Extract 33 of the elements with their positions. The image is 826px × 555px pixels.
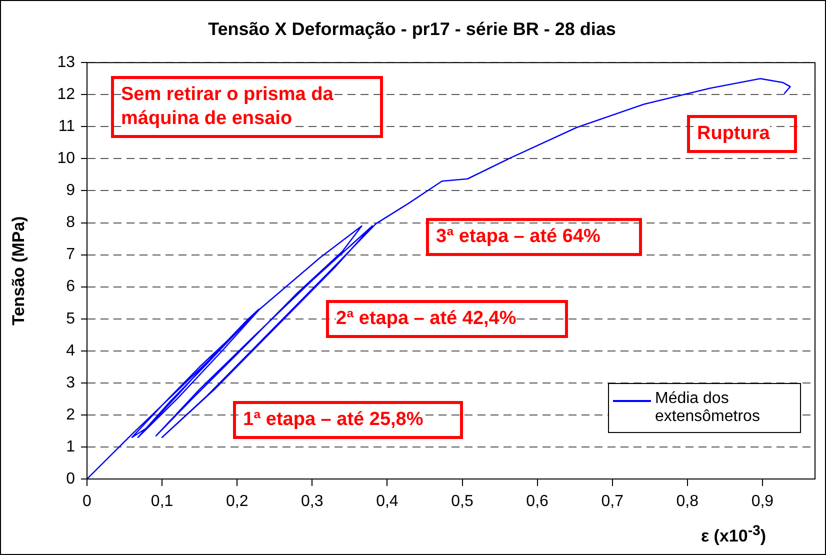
x-tick-label: 0 xyxy=(82,493,92,510)
y-tick-label: 12 xyxy=(57,86,76,104)
y-tick-label: 8 xyxy=(66,214,76,232)
y-tick-label: 2 xyxy=(66,406,76,424)
y-tick-label: 9 xyxy=(66,182,76,200)
y-axis-title: Tensão (MPa) xyxy=(8,216,28,326)
x-axis-title: ε (x10$^{-3}$) xyxy=(701,523,766,547)
annotation: 1ª etapa – até 25,8% xyxy=(243,409,424,430)
x-tick-label: 0,4 xyxy=(376,493,398,510)
x-tick-label: 0,6 xyxy=(526,493,549,510)
y-tick-label: 13 xyxy=(57,54,76,72)
annotation: 3ª etapa – até 64% xyxy=(436,226,600,247)
x-tick-label: 0,3 xyxy=(301,493,324,510)
x-tick-label: 0,7 xyxy=(601,493,624,510)
annotation: Sem retirar o prisma da máquina de ensaio xyxy=(121,84,334,129)
y-tick-label: 11 xyxy=(58,118,76,136)
x-tick-label: 0,2 xyxy=(226,493,248,510)
y-tick-label: 0 xyxy=(66,470,76,488)
annotation: Ruptura xyxy=(697,123,770,144)
y-tick-label: 7 xyxy=(66,246,76,264)
annotation: 2ª etapa – até 42,4% xyxy=(336,308,516,329)
legend-label: Média dos extensômetros xyxy=(655,390,761,426)
y-tick-label: 10 xyxy=(57,150,76,168)
chart-title: Tensão X Deformação - pr17 - série BR - 28 dias xyxy=(208,18,616,39)
y-tick-label: 3 xyxy=(66,374,76,392)
y-tick-label: 5 xyxy=(66,310,76,328)
x-tick-label: 0,1 xyxy=(150,493,174,510)
x-tick-label: 0,8 xyxy=(676,493,699,510)
x-tick-label: 0,5 xyxy=(451,493,474,510)
x-tick-label: 0,9 xyxy=(751,493,774,510)
y-tick-label: 4 xyxy=(66,342,76,360)
y-tick-label: 6 xyxy=(66,278,76,296)
y-tick-label: 1 xyxy=(66,438,76,456)
